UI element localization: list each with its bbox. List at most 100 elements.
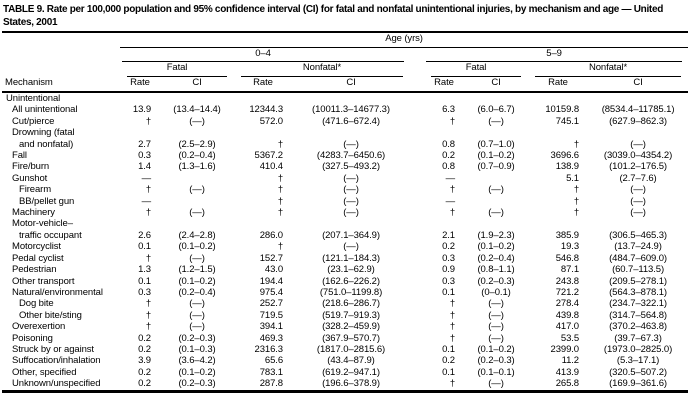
header-spacer <box>2 62 120 77</box>
table-row: Gunshot — † (—) — 5.1 (2.7–7.6) <box>2 173 688 184</box>
ci-cell: (327.5–493.2) <box>322 161 380 173</box>
rate-cell: † <box>145 252 151 264</box>
ci-cell: (1.9–2.3) <box>477 229 515 241</box>
ci-cell: (—) <box>343 195 359 207</box>
rate-cell: 19.3 <box>560 241 579 253</box>
rate-cell: † <box>145 207 151 219</box>
ci-cell: (—) <box>343 241 359 253</box>
rate-cell: 0.3 <box>442 275 455 287</box>
mechanism-cell: Unintentional <box>6 93 61 104</box>
rate-cell: 0.2 <box>442 241 455 253</box>
age-range-cell: 0–4 <box>120 48 410 62</box>
column-gap <box>410 116 424 127</box>
ci-cell <box>464 196 528 207</box>
rate-cell: 2.7 <box>138 138 151 150</box>
rate-cell: — <box>445 195 456 207</box>
table-row: Other bite/sting † (—) 719.5 (519.7–919.3) † (… <box>2 310 688 321</box>
column-gap <box>410 62 424 77</box>
ci-cell: (—) <box>189 207 205 219</box>
ci-cell: (328.2–459.9) <box>322 321 380 333</box>
column-gap <box>410 287 424 298</box>
rate-header: Rate <box>120 76 160 93</box>
ci-cell: (—) <box>189 252 205 264</box>
rate-cell: † <box>573 195 579 207</box>
rate-cell: — <box>141 172 152 184</box>
ci-cell: (0.1–0.1) <box>477 366 515 378</box>
ci-cell: (0.2–0.4) <box>178 286 216 298</box>
ci-cell: (39.7–67.3) <box>614 332 662 344</box>
ci-cell: (0.2–0.4) <box>477 252 515 264</box>
ci-cell: (—) <box>189 321 205 333</box>
table-row: Natural/environmental 0.3 (0.2–0.4) 975.4 (7… <box>2 287 688 298</box>
ci-cell: (4283.7–6450.6) <box>316 150 386 162</box>
ci-cell: (—) <box>189 298 205 310</box>
rate-cell: 439.8 <box>555 309 579 321</box>
ci-cell: (0–0.1) <box>481 286 511 298</box>
nonfatal-header-5-9: Nonfatal* <box>535 62 682 77</box>
rate-cell: 745.1 <box>555 115 579 127</box>
ci-cell: (13.7–24.9) <box>614 241 662 253</box>
rate-cell: 13.9 <box>132 104 151 116</box>
ci-cell: (0.1–0.2) <box>477 150 515 162</box>
ci-cell: (—) <box>343 184 359 196</box>
table-row: Dog bite † (—) 252.7 (218.6–286.7) † (—) 278.4 (… <box>2 298 688 309</box>
rate-cell: † <box>277 138 283 150</box>
rate-cell: — <box>445 172 456 184</box>
rate-cell: 194.4 <box>259 275 283 287</box>
rate-cell: 1.4 <box>138 161 151 173</box>
ci-cell: (314.7–564.8) <box>609 309 667 321</box>
rate-cell: 394.1 <box>259 321 283 333</box>
mechanism-cell: Machinery <box>12 207 55 219</box>
ci-cell: (0.7–1.0) <box>477 138 515 150</box>
table-row: Drowning (fatal <box>2 127 688 138</box>
column-gap <box>410 321 424 332</box>
ci-cell: (13.4–14.4) <box>173 104 221 116</box>
column-gap <box>410 253 424 264</box>
ci-cell <box>292 218 410 229</box>
rate-cell: 2316.3 <box>254 343 284 355</box>
table-row: Firearm † (—) † (—) † (—) † (—) <box>2 184 688 195</box>
mechanism-cell: Other bite/sting <box>19 309 82 321</box>
ci-header: CI <box>464 76 528 93</box>
rate-cell <box>528 127 588 138</box>
rate-cell: 87.1 <box>560 264 579 276</box>
rate-cell: 0.1 <box>442 343 455 355</box>
rate-cell: 65.6 <box>264 355 283 367</box>
table-row: Fire/burn 1.4 (1.3–1.6) 410.4 (327.5–493.2) 0… <box>2 161 688 172</box>
column-gap <box>410 76 424 93</box>
rate-cell: 2.6 <box>138 229 151 241</box>
rate-cell: † <box>277 172 283 184</box>
column-gap <box>410 378 424 391</box>
table-row: and nonfatal) 2.7 (2.5–2.9) † (—) 0.8 (0.7–1.0… <box>2 139 688 150</box>
rate-cell: † <box>449 115 455 127</box>
rate-cell: 10159.8 <box>545 104 579 116</box>
rate-cell: 243.8 <box>555 275 579 287</box>
ci-cell: (0.2–0.3) <box>178 378 216 390</box>
rate-cell <box>528 92 588 104</box>
ci-cell: (10011.3–14677.3) <box>312 104 390 116</box>
ci-cell: (—) <box>630 195 646 207</box>
rate-cell <box>234 127 292 138</box>
ci-cell: (484.7–609.0) <box>609 252 667 264</box>
column-gap <box>410 48 424 63</box>
rate-cell <box>424 218 464 229</box>
rate-cell <box>424 127 464 138</box>
ci-cell: (0.1–0.2) <box>477 343 515 355</box>
rate-cell: 413.9 <box>555 366 579 378</box>
age-range-row: 0–4 5–9 <box>2 48 688 63</box>
ci-cell <box>160 127 234 138</box>
mechanism-cell: Cut/pierce <box>12 115 55 127</box>
ci-header: CI <box>292 76 410 93</box>
rate-cell: 0.3 <box>138 286 151 298</box>
rate-cell: 385.9 <box>555 229 579 241</box>
ci-cell: (1.2–1.5) <box>178 264 216 276</box>
column-gap <box>410 196 424 207</box>
rate-cell: 0.2 <box>138 366 151 378</box>
rate-cell <box>424 92 464 104</box>
table-row: All unintentional 13.9 (13.4–14.4) 12344.3 (… <box>2 104 688 115</box>
rate-header: Rate <box>234 76 292 93</box>
rate-cell: 0.1 <box>442 366 455 378</box>
rate-cell: † <box>449 321 455 333</box>
rate-cell: 975.4 <box>259 286 283 298</box>
ci-cell <box>464 173 528 184</box>
